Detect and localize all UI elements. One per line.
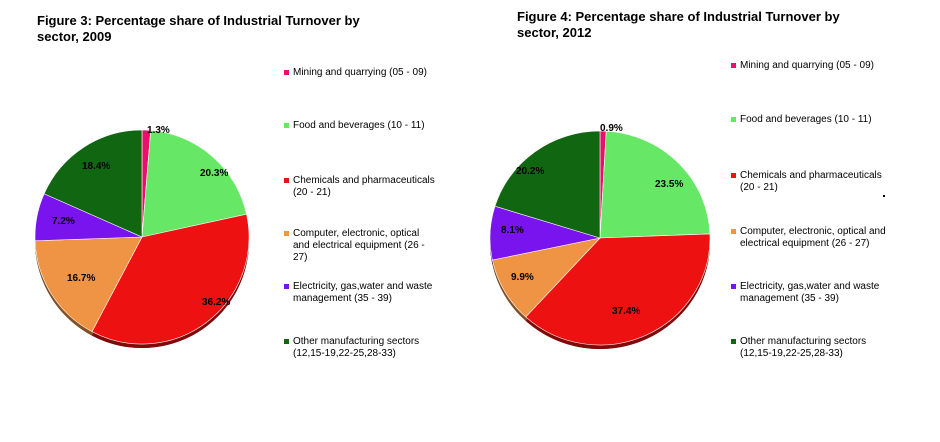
legend-label: Mining and quarrying (05 - 09) [293,67,427,78]
pie-data-label: 23.5% [655,179,683,190]
pie-slice [43,129,143,238]
pie-data-label: 37.4% [612,306,640,317]
legend-label: Other manufacturing sectors (12,15-19,22… [293,336,420,359]
legend-swatch [284,123,289,128]
figure-4-legend: Mining and quarrying (05 - 09) Food and b… [731,0,921,400]
legend-swatch [284,178,289,183]
legend-label: Mining and quarrying (05 - 09) [740,60,874,71]
pie-slice [525,233,711,346]
legend-swatch [731,63,736,68]
legend-swatch [731,284,736,289]
pie-data-label: 18.4% [82,161,110,172]
figure-3-legend: Mining and quarrying (05 - 09) Food and b… [284,0,464,400]
legend-label: Chemicals and pharmaceuticals (20 - 21) [293,175,435,198]
figure-4-pie: 0.9% 23.5% 37.4% 9.9% 8.1% 20.2% [489,123,711,349]
pie-data-label: 20.2% [516,166,544,177]
pie-data-label: 16.7% [67,273,95,284]
legend-swatch [731,229,736,234]
legend-label: Other manufacturing sectors (12,15-19,22… [740,336,867,359]
legend-swatch [284,339,289,344]
pie-slice [91,213,250,345]
pie-data-label: 8.1% [501,225,524,236]
pie-data-label: 36.2% [202,297,230,308]
pie-data-label: 0.9% [600,123,623,134]
pie-slice [494,130,601,239]
pie-data-label: 9.9% [511,272,534,283]
legend-label: Chemicals and pharmaceuticals (20 - 21) [740,170,882,193]
pie-data-label: 20.3% [200,168,228,179]
legend-swatch [731,339,736,344]
pie-data-label: 1.3% [147,125,170,136]
figure-3-title: Figure 3: Percentage share of Industrial… [37,13,360,44]
pie-slice [599,130,711,239]
pie-slice [34,236,143,332]
pie-data-label: 7.2% [52,216,75,227]
legend-label: Computer, electronic, optical and electr… [293,228,425,263]
pie-slice [141,130,247,238]
figure-3-pie: 1.3% 20.3% 36.2% 16.7% 7.2% 18.4% [34,125,250,348]
legend-swatch [731,173,736,178]
stray-dot [883,195,885,197]
legend-swatch [284,284,289,289]
legend-swatch [284,70,289,75]
legend-swatch [284,231,289,236]
legend-label: Computer, electronic, optical and electr… [740,226,886,249]
legend-label: Food and beverages (10 - 11) [740,114,872,125]
legend-label: Electricity, gas,water and waste managem… [740,281,880,304]
figure-4-title: Figure 4: Percentage share of Industrial… [517,9,840,40]
legend-label: Food and beverages (10 - 11) [293,120,425,131]
legend-swatch [731,117,736,122]
legend-label: Electricity, gas,water and waste managem… [293,281,433,304]
